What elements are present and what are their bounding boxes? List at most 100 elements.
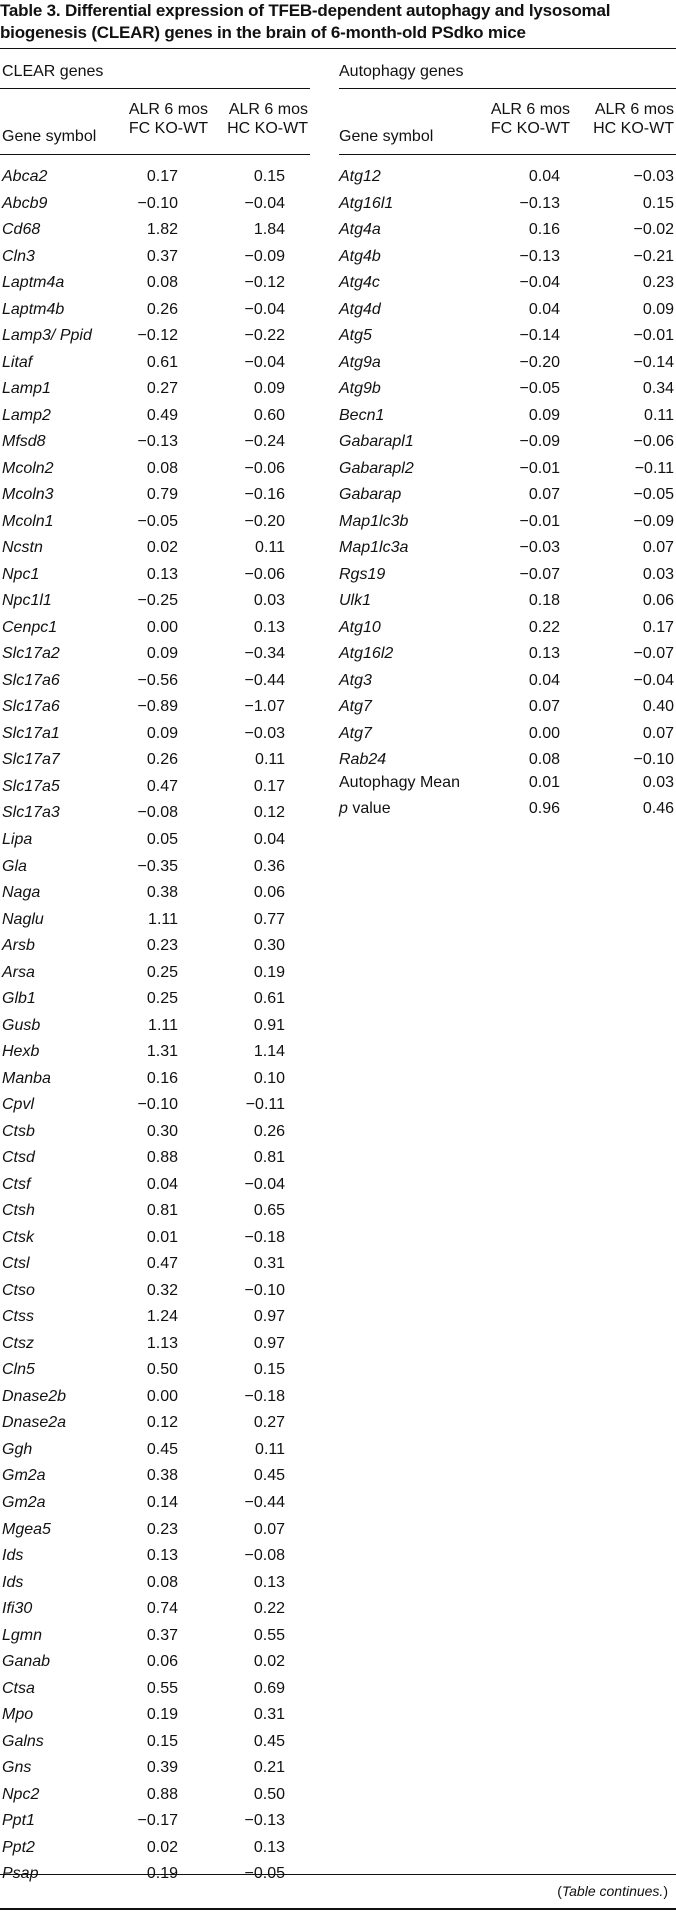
gene-symbol: Becn1	[339, 407, 385, 424]
hc-value: 0.09	[253, 380, 285, 397]
gene-symbol: Galns	[2, 1733, 44, 1750]
fc-value: 0.38	[146, 884, 178, 901]
hc-value: 0.06	[253, 884, 285, 901]
gene-symbol: Ctsd	[2, 1149, 35, 1166]
hc-value: −0.04	[633, 672, 674, 689]
fc-value: 1.11	[148, 1017, 178, 1034]
col-header-fc-right: ALR 6 mos FC KO-WT	[490, 101, 570, 137]
gene-symbol: Dnase2b	[2, 1388, 67, 1405]
fc-value: 0.26	[146, 751, 178, 768]
hc-value: 0.97	[253, 1308, 285, 1325]
hc-value: 0.36	[253, 858, 285, 875]
fc-value: 0.01	[146, 1229, 178, 1246]
fc-value: 0.23	[146, 937, 178, 954]
hc-value: 0.12	[253, 804, 285, 821]
gene-symbol: Lipa	[2, 831, 33, 848]
hc-value: −1.07	[244, 698, 285, 715]
gene-symbol: Lgmn	[2, 1627, 43, 1644]
fc-value: −0.89	[137, 698, 178, 715]
group-header-autophagy: Autophagy genes	[339, 63, 464, 80]
fc-value: 0.06	[146, 1653, 178, 1670]
fc-value: 0.13	[146, 566, 178, 583]
hc-value: 0.15	[253, 168, 285, 185]
hc-value: 0.13	[253, 1574, 285, 1591]
gene-symbol: Hexb	[2, 1043, 40, 1060]
fc-value: 1.24	[146, 1308, 178, 1325]
fc-value: −0.13	[519, 195, 560, 212]
gene-symbol: Mfsd8	[2, 433, 46, 450]
fc-value: −0.05	[137, 513, 178, 530]
fc-value: −0.04	[519, 274, 560, 291]
hc-value: −0.01	[633, 327, 674, 344]
hc-value: 0.03	[253, 592, 285, 609]
hc-value: −0.16	[244, 486, 285, 503]
hc-value: −0.06	[244, 460, 285, 477]
gene-symbol: Ids	[2, 1547, 24, 1564]
fc-value: 0.30	[146, 1123, 178, 1140]
hc-value: 0.45	[253, 1467, 285, 1484]
fc-value: −0.09	[519, 433, 560, 450]
gene-symbol: Ctsa	[2, 1680, 35, 1697]
hc-value: −0.02	[633, 221, 674, 238]
fc-value: −0.56	[137, 672, 178, 689]
hc-value: 0.97	[253, 1335, 285, 1352]
fc-value: 0.25	[146, 990, 178, 1007]
p-value-fc: 0.96	[528, 800, 560, 817]
fc-value: 0.04	[528, 168, 560, 185]
gene-symbol: Ifi30	[2, 1600, 33, 1617]
gene-symbol: Atg4b	[339, 248, 381, 265]
gene-symbol: Atg9b	[339, 380, 381, 397]
fc-value: 0.26	[146, 301, 178, 318]
hc-value: −0.05	[244, 1865, 285, 1882]
gene-symbol: Slc17a1	[2, 725, 60, 742]
gene-symbol: Ctsl	[2, 1255, 30, 1272]
gene-symbol: Atg10	[339, 619, 381, 636]
gene-symbol: Mcoln1	[2, 513, 54, 530]
gene-symbol: Atg4d	[339, 301, 381, 318]
fc-value: 0.88	[146, 1149, 178, 1166]
fc-value: 0.15	[146, 1733, 178, 1750]
bottom-rule	[0, 1874, 676, 1875]
gene-symbol: Mgea5	[2, 1521, 51, 1538]
fc-value: 0.13	[146, 1547, 178, 1564]
hc-value: 0.26	[253, 1123, 285, 1140]
hc-value: −0.24	[244, 433, 285, 450]
table-title-line-2: biogenesis (CLEAR) genes in the brain of…	[0, 23, 526, 42]
gene-symbol: Rgs19	[339, 566, 386, 583]
hc-value: −0.20	[244, 513, 285, 530]
group-header-clear: CLEAR genes	[2, 63, 104, 80]
fc-value: 0.00	[146, 619, 178, 636]
fc-value: 0.23	[146, 1521, 178, 1538]
group-rule-autophagy	[339, 88, 676, 89]
hc-value: 0.31	[253, 1255, 285, 1272]
gene-symbol: Slc17a7	[2, 751, 60, 768]
hc-value: −0.44	[244, 1494, 285, 1511]
hc-value: 0.07	[253, 1521, 285, 1538]
gene-symbol: Map1lc3b	[339, 513, 409, 530]
hc-value: 1.84	[253, 221, 285, 238]
hc-value: −0.22	[244, 327, 285, 344]
header-rule-left	[0, 154, 310, 155]
gene-symbol: Gusb	[2, 1017, 41, 1034]
gene-symbol: Atg7	[339, 698, 372, 715]
gene-symbol: Cln3	[2, 248, 35, 265]
hc-value: −0.09	[633, 513, 674, 530]
fc-value: 0.07	[528, 486, 560, 503]
hc-value: −0.04	[244, 354, 285, 371]
gene-symbol: Gns	[2, 1759, 32, 1776]
gene-symbol: Ctsk	[2, 1229, 34, 1246]
fc-value: −0.01	[519, 513, 560, 530]
hc-value: 0.60	[253, 407, 285, 424]
fc-value: 0.27	[146, 380, 178, 397]
hc-value: −0.18	[244, 1229, 285, 1246]
gene-symbol: Gabarapl2	[339, 460, 414, 477]
gene-symbol: Atg7	[339, 725, 372, 742]
gene-symbol: Gm2a	[2, 1467, 46, 1484]
hc-value: 0.11	[255, 751, 285, 768]
gene-symbol: Naglu	[2, 911, 44, 928]
hc-value: 0.81	[253, 1149, 285, 1166]
hc-value: −0.06	[633, 433, 674, 450]
fc-value: −0.25	[137, 592, 178, 609]
hc-value: −0.11	[245, 1096, 285, 1113]
fc-value: 0.74	[146, 1600, 178, 1617]
